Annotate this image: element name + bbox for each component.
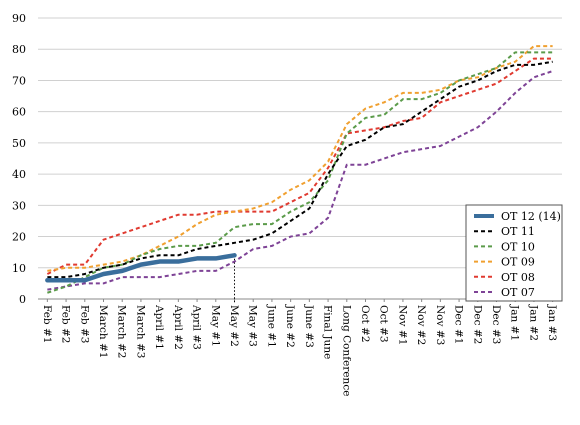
y-tick-label: 40 bbox=[12, 168, 26, 181]
x-tick-label: Dec #3 bbox=[490, 305, 502, 344]
series-line-ot-10 bbox=[47, 51, 553, 294]
legend-label: OT 09 bbox=[501, 256, 535, 269]
x-tick-label: April #3 bbox=[191, 304, 203, 350]
x-tick-label: Oct #3 bbox=[378, 305, 390, 343]
x-tick-label: May #1 bbox=[209, 305, 221, 347]
x-tick-label: May #2 bbox=[228, 305, 240, 347]
series-line-ot-07 bbox=[47, 70, 553, 291]
legend: OT 12 (14) OT 11 OT 10 OT 09 OT 08 OT 07 bbox=[465, 204, 563, 302]
x-tick-label: March #1 bbox=[97, 305, 109, 359]
x-tick-label: Oct #2 bbox=[359, 305, 371, 343]
x-tick-label: June #1 bbox=[265, 304, 277, 348]
x-tick-label: March #3 bbox=[134, 305, 146, 359]
x-tick-label: Jan #3 bbox=[546, 304, 558, 341]
x-tick-labels: Feb #1 Feb #2 Feb #3 March #1 March #2 March … bbox=[41, 304, 558, 396]
y-tick-label: 60 bbox=[12, 106, 26, 119]
legend-label: OT 07 bbox=[501, 286, 535, 299]
y-tick-label: 0 bbox=[19, 293, 26, 306]
x-tick-label: Jan #2 bbox=[527, 304, 539, 341]
x-tick-label: Feb #3 bbox=[78, 305, 90, 343]
y-tick-label: 10 bbox=[12, 262, 26, 275]
legend-label: OT 12 (14) bbox=[501, 210, 561, 223]
x-tick-label: Nov #3 bbox=[434, 305, 446, 345]
x-tick-label: June #2 bbox=[284, 304, 296, 348]
x-tick-label: Dec #2 bbox=[471, 305, 483, 344]
x-tick-label: April #1 bbox=[153, 304, 165, 350]
x-tick-label: May #3 bbox=[247, 305, 259, 347]
series-lines bbox=[45, 45, 553, 294]
y-tick-label: 30 bbox=[12, 199, 26, 212]
y-tick-label: 20 bbox=[12, 231, 26, 244]
x-tick-label: April #2 bbox=[172, 304, 184, 350]
x-tick-label: Long Conference bbox=[340, 305, 352, 396]
series-line-ot-08 bbox=[46, 57, 553, 275]
series-line-ot-11 bbox=[47, 60, 553, 279]
y-tick-label: 80 bbox=[12, 43, 26, 56]
y-tick-label: 70 bbox=[12, 74, 26, 87]
x-tick-label: June #3 bbox=[303, 304, 315, 348]
x-tick-label: Nov #2 bbox=[415, 305, 427, 345]
x-tick-label: Jan #1 bbox=[509, 304, 521, 341]
y-tick-label: 50 bbox=[12, 137, 26, 150]
x-tick-label: Nov #1 bbox=[396, 305, 408, 345]
y-tick-label: 90 bbox=[12, 12, 26, 25]
gridlines bbox=[38, 17, 562, 269]
x-tick-label: Final June bbox=[322, 305, 334, 359]
legend-label: OT 11 bbox=[501, 225, 535, 238]
y-tick-labels: 0 10 20 30 40 50 60 70 80 90 bbox=[12, 12, 26, 306]
x-tick-label: Feb #1 bbox=[41, 305, 53, 343]
x-tick-label: March #2 bbox=[116, 305, 128, 359]
x-tick-label: Feb #2 bbox=[60, 305, 72, 343]
series-line-ot-12-14 bbox=[45, 253, 237, 283]
legend-label: OT 10 bbox=[501, 240, 535, 253]
legend-box bbox=[465, 204, 563, 302]
legend-label: OT 08 bbox=[501, 271, 535, 284]
series-line-ot-09 bbox=[47, 45, 553, 272]
x-tick-label: Dec #1 bbox=[453, 305, 465, 344]
